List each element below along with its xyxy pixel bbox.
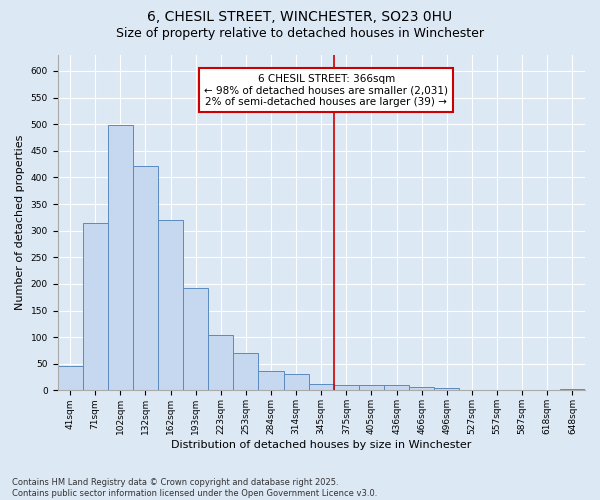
Bar: [233, 353, 259, 391]
Bar: [259, 370, 284, 390]
Bar: [83, 223, 108, 390]
Bar: [284, 374, 309, 390]
Y-axis label: Number of detached properties: Number of detached properties: [15, 135, 25, 310]
Bar: [409, 387, 434, 390]
Bar: [208, 334, 233, 390]
Bar: [359, 384, 384, 390]
Bar: [58, 366, 83, 390]
Text: 6 CHESIL STREET: 366sqm
← 98% of detached houses are smaller (2,031)
2% of semi-: 6 CHESIL STREET: 366sqm ← 98% of detache…: [204, 74, 448, 107]
X-axis label: Distribution of detached houses by size in Winchester: Distribution of detached houses by size …: [171, 440, 472, 450]
Bar: [133, 166, 158, 390]
Bar: [309, 384, 334, 390]
Bar: [108, 126, 133, 390]
Bar: [384, 385, 409, 390]
Bar: [334, 385, 359, 390]
Text: Contains HM Land Registry data © Crown copyright and database right 2025.
Contai: Contains HM Land Registry data © Crown c…: [12, 478, 377, 498]
Bar: [158, 220, 183, 390]
Bar: [183, 288, 208, 391]
Bar: [434, 388, 460, 390]
Text: Size of property relative to detached houses in Winchester: Size of property relative to detached ho…: [116, 28, 484, 40]
Text: 6, CHESIL STREET, WINCHESTER, SO23 0HU: 6, CHESIL STREET, WINCHESTER, SO23 0HU: [148, 10, 452, 24]
